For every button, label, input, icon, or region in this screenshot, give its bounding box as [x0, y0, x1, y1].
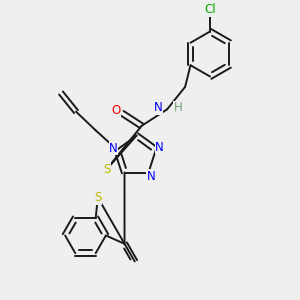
- Text: Cl: Cl: [204, 3, 216, 16]
- Text: S: S: [94, 191, 101, 204]
- Text: O: O: [112, 104, 121, 117]
- Text: H: H: [174, 101, 182, 114]
- Text: N: N: [146, 169, 155, 183]
- Text: S: S: [103, 163, 110, 176]
- Text: N: N: [155, 141, 164, 154]
- Text: N: N: [154, 101, 163, 114]
- Text: N: N: [109, 142, 118, 155]
